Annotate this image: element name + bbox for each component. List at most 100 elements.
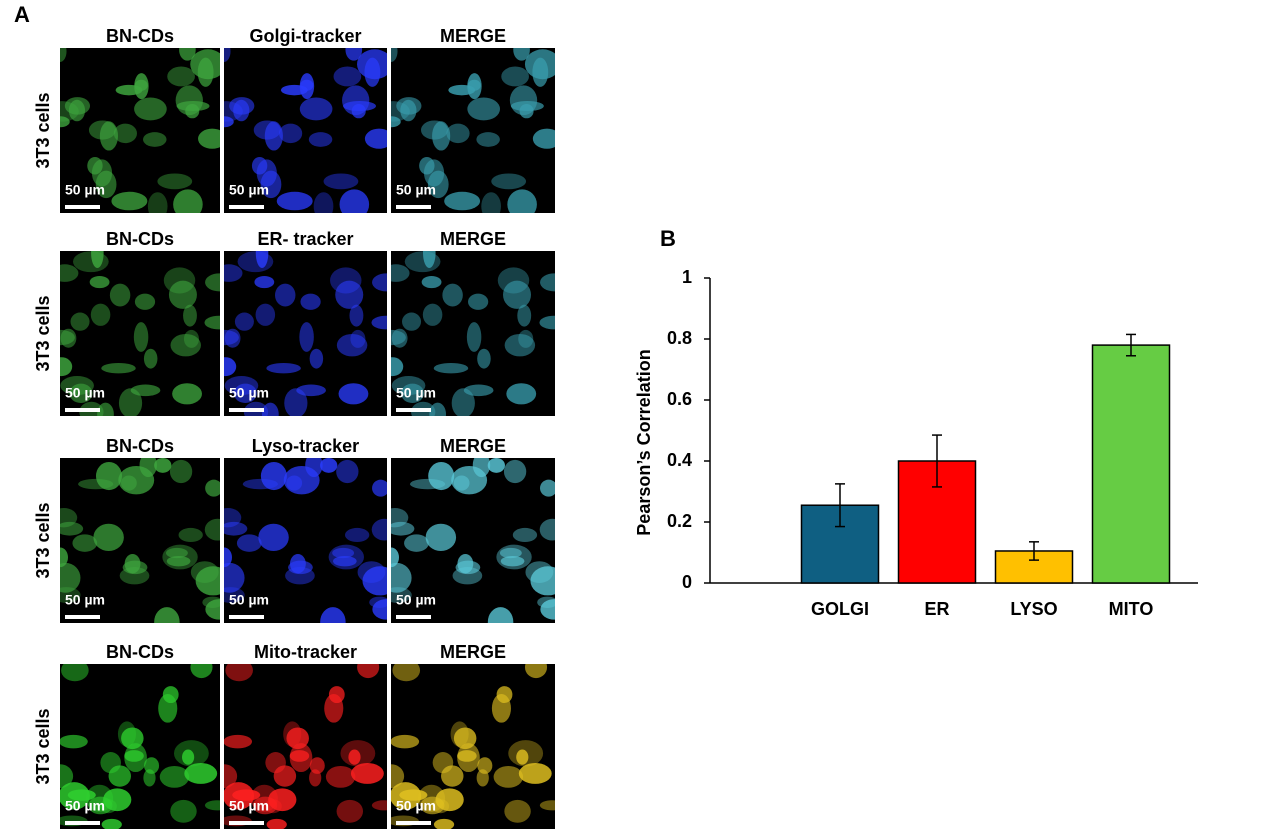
cell [95,461,122,491]
cells [60,48,220,213]
micrograph: 50 µm [60,48,220,213]
cell [113,123,137,144]
cell [169,459,193,484]
micrograph: 50 µm [391,48,555,213]
micrograph: 50 µm [60,458,220,623]
cell [537,596,555,608]
scale-bar-label: 50 µm [65,798,105,814]
scale-bar-label: 50 µm [65,592,105,608]
cell [190,664,213,679]
cell [305,458,323,478]
cell [508,740,544,767]
cell [88,120,116,140]
cell [224,507,242,528]
cell [157,173,193,190]
cells [60,251,220,416]
cell [344,527,370,543]
row-label: 3T3 cells [33,502,53,578]
cell [154,458,172,473]
scale-bar-label: 50 µm [229,182,269,198]
y-tick-label: 0.6 [667,389,692,409]
cell [404,251,441,273]
cell [391,547,400,568]
cell [391,521,415,536]
cell [487,607,514,623]
cell [60,521,84,536]
cell [532,57,549,87]
cell [391,264,410,282]
scale-bar-label: 50 µm [65,385,105,401]
scale-bar-label: 50 µm [229,592,269,608]
cell [345,48,363,61]
scale-bar-label: 50 µm [396,592,436,608]
cell [101,818,122,829]
cell [288,560,313,575]
cell [481,192,501,213]
cell [70,312,90,331]
cell [402,312,422,331]
column-header: Mito-tracker [254,642,357,662]
cell [236,534,262,552]
cell [476,132,500,147]
cell [60,357,73,377]
cell [173,740,209,767]
cell [309,348,324,369]
cell [399,789,428,801]
cell [433,818,455,829]
cell [391,507,409,528]
cell [466,322,482,352]
cells [224,251,387,416]
cell [195,566,220,596]
cell [477,348,491,369]
cell [61,664,89,682]
cells [391,48,555,213]
cell [446,123,470,144]
cell [453,727,477,750]
cell [225,664,253,682]
cell [501,66,529,87]
cell [391,328,408,348]
cell [234,312,254,331]
cell [124,750,144,762]
cell [444,191,481,211]
cell [493,765,524,788]
cell [266,818,287,829]
cell [143,132,167,147]
cell [513,48,530,61]
cell [72,534,98,552]
cell [336,799,364,823]
cell [111,191,148,211]
cell [144,757,160,774]
cell [165,547,188,559]
cell [242,478,278,490]
cell [179,48,196,61]
y-tick-label: 0.4 [667,450,692,470]
scale-bar-label: 50 µm [229,385,269,401]
cell [224,562,245,593]
cell [350,763,384,784]
cell [256,159,277,187]
cell [233,99,250,122]
cell [491,173,527,190]
cell [417,784,446,812]
micrograph: 50 µm [60,251,220,416]
cell [205,273,220,292]
cell [197,57,214,87]
cell [254,276,275,289]
cell [348,749,361,765]
cell [540,479,555,497]
cell [332,547,355,559]
x-tick-label: LYSO [1010,599,1057,619]
cell [518,763,552,784]
column-header: ER- tracker [257,229,353,249]
cell [204,518,220,541]
cell [275,283,296,307]
panel-label: A [14,2,30,27]
cell [268,788,297,812]
cells [60,458,220,623]
cell [323,173,359,190]
cell [162,544,198,570]
micrograph: 50 µm [391,458,555,623]
cell [467,97,501,121]
cell [60,507,78,528]
